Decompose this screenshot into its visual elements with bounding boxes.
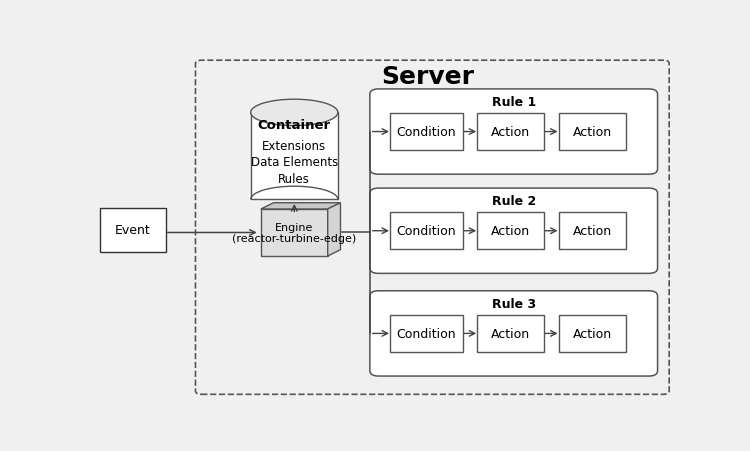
FancyBboxPatch shape (390, 213, 463, 249)
Text: Action: Action (572, 225, 612, 238)
Text: Server: Server (382, 65, 475, 89)
FancyBboxPatch shape (390, 114, 463, 151)
FancyBboxPatch shape (477, 114, 544, 151)
FancyBboxPatch shape (559, 114, 626, 151)
FancyBboxPatch shape (559, 315, 626, 352)
FancyBboxPatch shape (370, 291, 658, 376)
FancyBboxPatch shape (196, 61, 669, 395)
Text: Condition: Condition (397, 327, 456, 340)
FancyBboxPatch shape (559, 213, 626, 249)
Text: Rule 3: Rule 3 (492, 298, 536, 310)
Text: Container: Container (258, 118, 331, 131)
FancyBboxPatch shape (100, 209, 166, 252)
FancyBboxPatch shape (390, 315, 463, 352)
Text: Action: Action (491, 327, 530, 340)
Polygon shape (261, 203, 340, 210)
FancyBboxPatch shape (477, 315, 544, 352)
Polygon shape (261, 210, 328, 257)
Ellipse shape (251, 100, 338, 126)
Polygon shape (328, 203, 340, 257)
Text: Action: Action (572, 327, 612, 340)
Text: Rule 1: Rule 1 (491, 96, 536, 109)
Polygon shape (251, 113, 338, 200)
Text: Condition: Condition (397, 225, 456, 238)
Text: Data Elements: Data Elements (251, 156, 338, 169)
Text: Extensions: Extensions (262, 139, 326, 152)
FancyBboxPatch shape (477, 213, 544, 249)
FancyBboxPatch shape (370, 90, 658, 175)
Text: Action: Action (491, 225, 530, 238)
Text: Event: Event (115, 224, 151, 237)
Text: Engine
(reactor-turbine-edge): Engine (reactor-turbine-edge) (232, 222, 356, 244)
Text: Condition: Condition (397, 126, 456, 139)
Text: Action: Action (491, 126, 530, 139)
FancyBboxPatch shape (370, 189, 658, 274)
Text: Rules: Rules (278, 173, 310, 185)
Text: Action: Action (572, 126, 612, 139)
Text: Rule 2: Rule 2 (491, 195, 536, 208)
